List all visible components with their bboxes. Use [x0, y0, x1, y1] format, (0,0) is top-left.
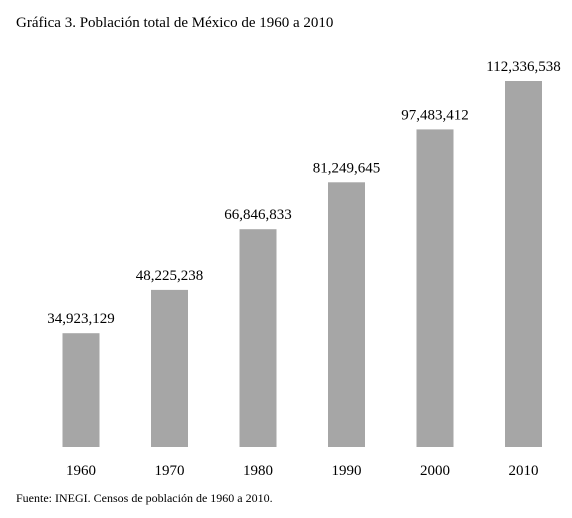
bar-1970 — [151, 289, 188, 447]
chart-source-note: Fuente: INEGI. Censos de población de 19… — [16, 491, 273, 505]
bar-2010 — [505, 81, 542, 447]
data-label-1980: 66,846,833 — [224, 207, 292, 223]
data-label-1990: 81,249,645 — [313, 160, 381, 176]
x-tick-label-2010: 2010 — [509, 463, 539, 479]
chart-title: Gráfica 3. Población total de México de … — [16, 15, 334, 31]
data-label-1970: 48,225,238 — [136, 268, 204, 284]
bar-1990 — [328, 182, 365, 448]
data-label-2000: 97,483,412 — [401, 107, 469, 123]
data-label-1960: 34,923,129 — [47, 311, 115, 327]
x-tick-label-1980: 1980 — [243, 463, 273, 479]
x-tick-label-2000: 2000 — [420, 463, 450, 479]
x-tick-label-1990: 1990 — [332, 463, 362, 479]
x-tick-label-1970: 1970 — [155, 463, 185, 479]
bar-2000 — [416, 129, 454, 447]
value-labels-layer: 34,923,129 48,225,238 66,846,833 81,249,645… — [47, 59, 560, 327]
bar-1960 — [62, 333, 100, 447]
bars-layer — [62, 81, 542, 448]
bar-1980 — [239, 229, 277, 447]
x-axis-ticks: 1960 1970 1980 1990 2000 2010 — [66, 463, 539, 479]
x-tick-label-1960: 1960 — [66, 463, 96, 479]
data-label-2010: 112,336,538 — [486, 59, 560, 75]
